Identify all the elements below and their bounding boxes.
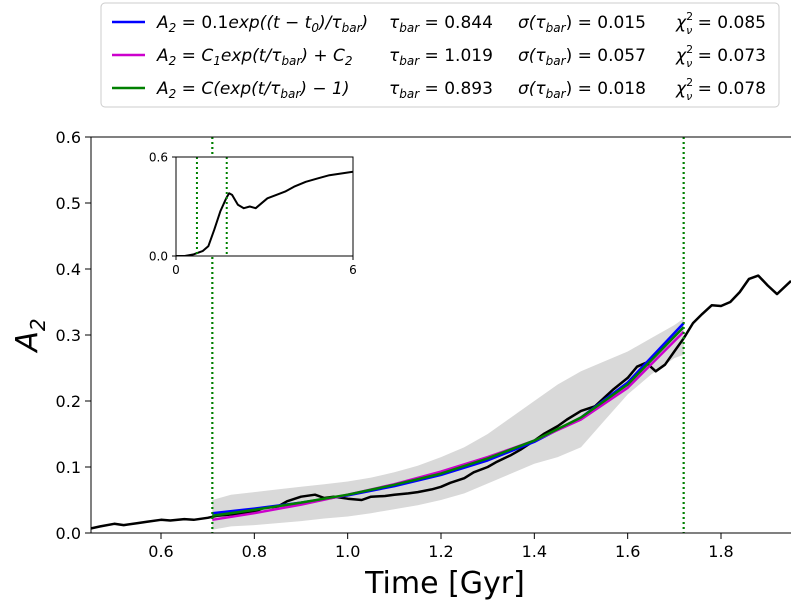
main-x-tick-label: 1.4 bbox=[522, 542, 547, 561]
main-y-tick-label: 0.5 bbox=[56, 194, 81, 213]
inset-axis-ticks: 0 6 0.0 0.6 bbox=[149, 150, 357, 277]
legend-sigma-exp-shift: σ(τbar) = 0.015 bbox=[518, 13, 646, 35]
main-y-tick-label: 0.4 bbox=[56, 260, 81, 279]
inset-data-line bbox=[176, 170, 353, 256]
legend-label-exp-shift: A2 = 0.1exp((t − t0)/τbar) bbox=[156, 13, 368, 35]
inset-y-tick-label: 0.6 bbox=[149, 150, 168, 164]
legend-tau-exp-shift: τbar = 0.844 bbox=[389, 13, 493, 35]
x-axis-label: Time [Gyr] bbox=[364, 566, 525, 601]
inset-x-tick-label: 0 bbox=[172, 263, 180, 277]
main-y-tick-label: 0.1 bbox=[56, 458, 81, 477]
legend-chi-exp-offset: χ2 ν = 0.073 bbox=[675, 43, 766, 70]
legend-tau-exp-minus-one: τbar = 0.893 bbox=[389, 79, 493, 101]
legend-chi-exp-minus-one: χ2 ν = 0.078 bbox=[675, 76, 766, 103]
main-plot-area bbox=[91, 137, 791, 533]
main-y-tick-label: 0.3 bbox=[56, 326, 81, 345]
main-x-tick-label: 1.8 bbox=[708, 542, 733, 561]
legend: A2 = 0.1exp((t − t0)/τbar) τbar = 0.844 … bbox=[100, 2, 780, 108]
inset-plot: 0 6 0.0 0.6 bbox=[149, 150, 357, 277]
legend-tau-exp-offset: τbar = 1.019 bbox=[389, 46, 493, 68]
main-data-line bbox=[91, 274, 791, 530]
legend-chi-exp-shift: χ2 ν = 0.085 bbox=[675, 10, 766, 37]
legend-label-exp-offset: A2 = C1exp(t/τbar) + C2 bbox=[156, 46, 353, 68]
legend-frame bbox=[100, 2, 780, 108]
inset-plot-area bbox=[176, 157, 353, 256]
main-y-tick-label: 0.2 bbox=[56, 392, 81, 411]
main-axis-ticks: 0.6 0.8 1.0 1.2 1.4 1.6 1.8 0.0 0.1 0.2 0.3 0.4 0.5 0… bbox=[56, 128, 734, 561]
inset-background bbox=[176, 157, 353, 256]
main-x-tick-label: 1.6 bbox=[615, 542, 640, 561]
inset-frame bbox=[175, 156, 354, 257]
inset-x-tick-label: 6 bbox=[349, 263, 357, 277]
main-plot: 0.6 0.8 1.0 1.2 1.4 1.6 1.8 0.0 0.1 0.2 0.3 0.4 0.5 0… bbox=[10, 128, 791, 601]
y-axis-label: A2 bbox=[10, 318, 50, 353]
main-x-tick-label: 0.6 bbox=[148, 542, 173, 561]
main-x-tick-label: 1.2 bbox=[428, 542, 453, 561]
main-fit-line-2 bbox=[212, 326, 685, 518]
main-y-tick-label: 0.0 bbox=[56, 524, 81, 543]
main-x-tick-label: 0.8 bbox=[242, 542, 267, 561]
legend-label-exp-minus-one: A2 = C(exp(t/τbar) − 1) bbox=[156, 79, 349, 101]
main-confidence-band bbox=[212, 318, 684, 530]
legend-sigma-exp-minus-one: σ(τbar) = 0.018 bbox=[518, 79, 646, 101]
legend-sigma-exp-offset: σ(τbar) = 0.057 bbox=[518, 46, 646, 68]
main-fit-line-1 bbox=[212, 330, 685, 522]
main-x-tick-label: 1.0 bbox=[335, 542, 360, 561]
main-y-tick-label: 0.6 bbox=[56, 128, 81, 147]
inset-y-tick-label: 0.0 bbox=[149, 249, 168, 263]
